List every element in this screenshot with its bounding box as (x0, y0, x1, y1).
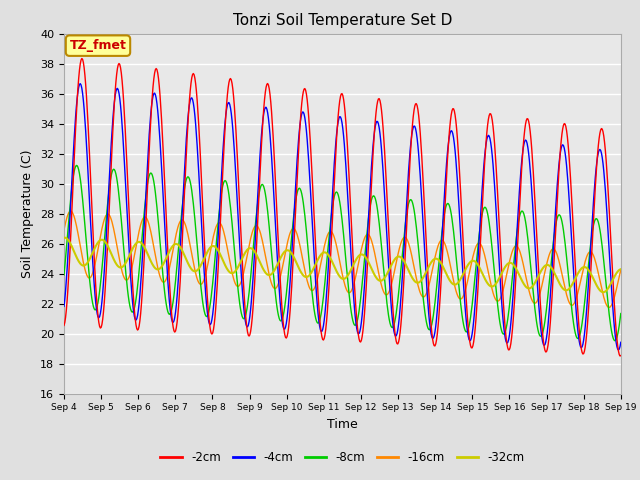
Text: TZ_fmet: TZ_fmet (70, 39, 127, 52)
Legend: -2cm, -4cm, -8cm, -16cm, -32cm: -2cm, -4cm, -8cm, -16cm, -32cm (156, 446, 529, 469)
Title: Tonzi Soil Temperature Set D: Tonzi Soil Temperature Set D (233, 13, 452, 28)
Y-axis label: Soil Temperature (C): Soil Temperature (C) (22, 149, 35, 278)
X-axis label: Time: Time (327, 418, 358, 431)
